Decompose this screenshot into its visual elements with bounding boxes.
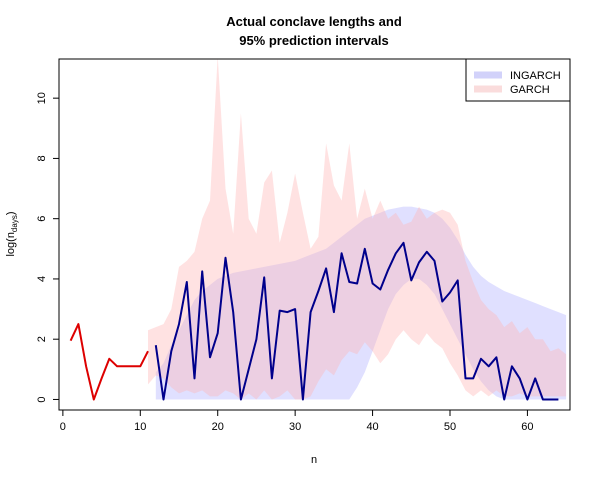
prediction-bands bbox=[148, 59, 567, 400]
y-axis-label-main: log(n bbox=[5, 232, 17, 256]
x-tick-label: 50 bbox=[444, 421, 456, 433]
garch-interval-band bbox=[148, 59, 567, 400]
x-axis-label: n bbox=[311, 454, 317, 466]
legend-box bbox=[465, 58, 571, 102]
y-tick-label: 10 bbox=[36, 92, 48, 104]
y-tick-label: 6 bbox=[36, 216, 48, 222]
y-axis: 0 2 4 6 8 10 bbox=[36, 92, 60, 403]
y-tick-label: 2 bbox=[36, 336, 48, 342]
actual-lengths-line bbox=[154, 241, 559, 401]
ingarch-interval-band bbox=[155, 206, 567, 400]
x-tick-label: 40 bbox=[366, 421, 378, 433]
series-lines bbox=[69, 241, 559, 401]
y-axis-label-subscript: days bbox=[10, 215, 19, 232]
chart-title-line-1: Actual conclave lengths and bbox=[226, 14, 402, 29]
y-axis-label-close: ) bbox=[5, 211, 17, 215]
history-series-line bbox=[69, 323, 149, 401]
legend-label-ingarch: INGARCH bbox=[510, 70, 561, 82]
x-tick-label: 10 bbox=[134, 421, 146, 433]
x-tick-label: 20 bbox=[212, 421, 224, 433]
legend-label-garch: GARCH bbox=[510, 84, 550, 96]
x-tick-label: 30 bbox=[289, 421, 301, 433]
y-tick-label: 0 bbox=[36, 396, 48, 402]
chart-title-line-2: 95% prediction intervals bbox=[239, 33, 389, 48]
y-tick-label: 4 bbox=[36, 276, 48, 282]
x-axis: 0 10 20 30 40 50 60 bbox=[60, 409, 534, 433]
x-tick-label: 60 bbox=[521, 421, 533, 433]
y-tick-label: 8 bbox=[36, 155, 48, 161]
y-axis-label: log(ndays) bbox=[5, 211, 19, 256]
x-tick-label: 0 bbox=[60, 421, 66, 433]
legend: INGARCH GARCH bbox=[465, 58, 571, 102]
